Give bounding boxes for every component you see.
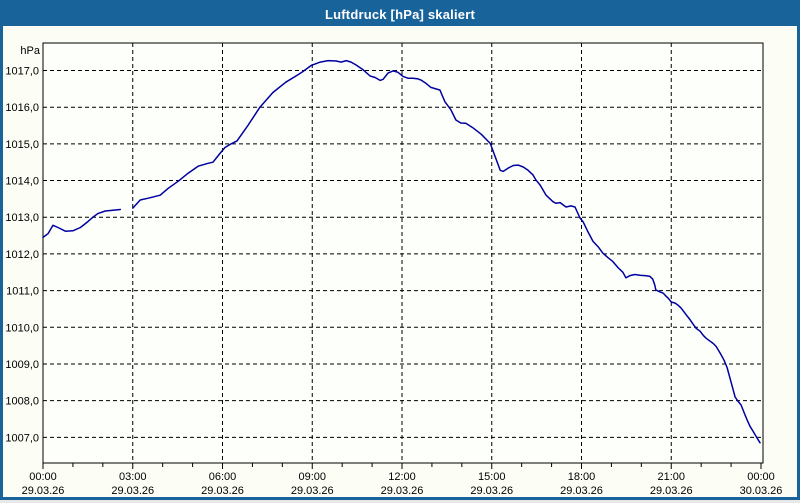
y-tick-label: 1013,0 [5, 212, 39, 224]
y-axis-unit-label: hPa [20, 45, 40, 57]
pressure-chart: 1007,0 1008,0 1009,0 1010,0 1011,0 1012,0 1013… [5, 42, 783, 497]
x-tick-time-label: 00:00 [747, 471, 775, 483]
y-tick-label: 1015,0 [5, 139, 39, 151]
y-tick-label: 1011,0 [6, 286, 39, 298]
x-tick-date-label: 29.03.26 [650, 485, 693, 497]
pressure-line [42, 208, 122, 239]
x-tick-date-label: 30.03.26 [740, 485, 783, 497]
x-tick-time-label: 09:00 [298, 471, 326, 483]
x-tick-time-label: 15:00 [478, 471, 506, 483]
x-tick-time-label: 00:00 [29, 471, 57, 483]
x-tick-time-label: 12:00 [388, 471, 416, 483]
x-tick-date-label: 29.03.26 [381, 485, 424, 497]
y-tick-label: 1014,0 [5, 176, 39, 188]
x-tick-date-label: 29.03.26 [470, 485, 513, 497]
plot-background [43, 43, 763, 463]
x-tick-date-label: 29.03.26 [22, 485, 65, 497]
x-tick-date-label: 29.03.26 [111, 485, 154, 497]
y-tick-label: 1008,0 [5, 396, 39, 408]
pressure-line [132, 59, 761, 444]
x-tick-time-label: 03:00 [119, 471, 147, 483]
y-tick-label: 1017,0 [5, 66, 39, 78]
window-title: Luftdruck [hPa] skaliert [325, 7, 475, 22]
y-tick-label: 1012,0 [5, 249, 39, 261]
x-tick-date-label: 29.03.26 [560, 485, 603, 497]
x-tick-date-label: 29.03.26 [291, 485, 334, 497]
x-tick-time-label: 21:00 [657, 471, 685, 483]
x-tick-time-label: 18:00 [568, 471, 596, 483]
plot-border [42, 42, 764, 464]
y-tick-label: 1016,0 [5, 102, 39, 114]
x-tick-time-label: 06:00 [209, 471, 237, 483]
y-tick-label: 1010,0 [5, 322, 39, 334]
x-tick-date-label: 29.03.26 [201, 485, 244, 497]
y-tick-label: 1007,0 [5, 432, 39, 444]
window-titlebar[interactable]: Luftdruck [hPa] skaliert [3, 3, 797, 26]
y-tick-label: 1009,0 [5, 359, 39, 371]
